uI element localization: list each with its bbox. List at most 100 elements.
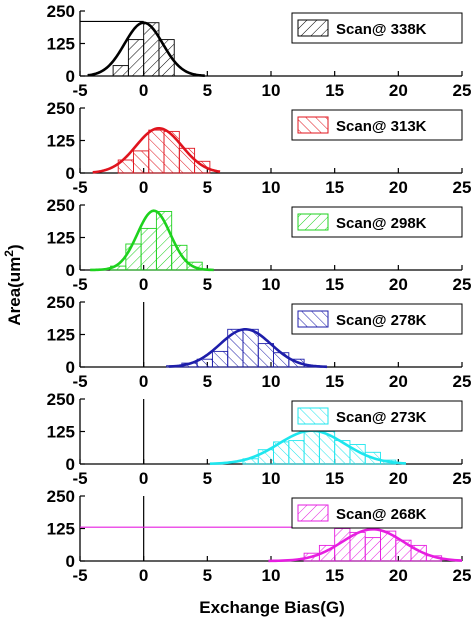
x-tick-label: 25 (453, 178, 472, 197)
histogram-bar (143, 22, 160, 77)
gaussian-fit-curve (90, 209, 214, 272)
histogram-bar (242, 328, 259, 368)
histogram-bar (364, 537, 381, 562)
x-tick-label: 5 (203, 469, 212, 488)
x-tick-label: 10 (262, 372, 281, 391)
y-tick-label: 125 (47, 229, 75, 248)
x-tick-label: 10 (262, 469, 281, 488)
legend: Scan@ 278K (291, 303, 463, 335)
y-tick-label: 0 (66, 552, 75, 571)
y-tick-label: 0 (66, 455, 75, 474)
gaussian-fit-curve (268, 527, 463, 563)
y-tick-label: 125 (47, 326, 75, 345)
x-tick-label: 5 (203, 178, 212, 197)
y-axis-title-base: Area(um (5, 257, 24, 326)
histogram-bar (140, 227, 157, 271)
y-axis-title-sup: 2 (2, 250, 16, 257)
x-tick-label: -5 (72, 469, 87, 488)
y-tick-label: 250 (47, 196, 75, 215)
legend-label: Scan@ 273K (336, 409, 427, 426)
x-tick-label: 0 (139, 566, 148, 585)
legend-swatch (297, 407, 329, 425)
legend-swatch (297, 116, 329, 134)
x-tick-label: 20 (389, 372, 408, 391)
x-tick-label: 15 (325, 566, 344, 585)
legend-swatch (297, 19, 329, 37)
x-tick-label: 10 (262, 178, 281, 197)
x-axis-title: Exchange Bias(G) (199, 598, 345, 617)
histogram-bar (395, 539, 412, 562)
histogram-bar (125, 243, 142, 271)
x-tick-label: 0 (139, 81, 148, 100)
x-tick-label: 15 (325, 469, 344, 488)
y-tick-label: 250 (47, 2, 75, 21)
histogram-bar (171, 244, 188, 271)
x-tick-label: 15 (325, 81, 344, 100)
legend: Scan@ 273K (291, 400, 463, 432)
y-tick-label: 250 (47, 99, 75, 118)
x-tick-label: 10 (262, 566, 281, 585)
y-tick-label: 0 (66, 67, 75, 86)
x-tick-label: 15 (325, 178, 344, 197)
y-tick-label: 250 (47, 293, 75, 312)
legend-label: Scan@ 298K (336, 215, 427, 232)
legend-label: Scan@ 313K (336, 118, 427, 135)
legend: Scan@ 338K (291, 12, 463, 44)
legend: Scan@ 298K (291, 206, 463, 238)
y-tick-label: 0 (66, 261, 75, 280)
histogram-bar (163, 130, 180, 174)
histogram-bar (211, 350, 229, 368)
y-tick-label: 125 (47, 520, 75, 539)
x-tick-label: 25 (453, 81, 472, 100)
histogram-bar (273, 352, 290, 368)
legend: Scan@ 313K (291, 109, 463, 141)
x-tick-label: -5 (72, 178, 87, 197)
x-tick-label: 5 (203, 372, 212, 391)
y-tick-label: 125 (47, 132, 75, 151)
y-tick-label: 125 (47, 423, 75, 442)
histogram-bar (288, 440, 305, 465)
histogram-bar (112, 65, 129, 77)
legend-swatch (297, 310, 329, 328)
x-tick-label: 25 (453, 566, 472, 585)
legend-label: Scan@ 268K (336, 506, 427, 523)
histogram-bar (257, 343, 274, 368)
legend-label: Scan@ 338K (336, 21, 427, 38)
x-tick-label: 0 (139, 178, 148, 197)
y-tick-label: 250 (47, 390, 75, 409)
x-tick-label: 10 (262, 275, 281, 294)
x-tick-label: 20 (389, 566, 408, 585)
x-tick-label: 25 (453, 372, 472, 391)
x-tick-label: 0 (139, 469, 148, 488)
x-tick-label: 15 (325, 275, 344, 294)
histogram-bar (127, 39, 145, 77)
x-tick-label: 15 (325, 372, 344, 391)
x-tick-label: 20 (389, 81, 408, 100)
y-tick-label: 0 (66, 358, 75, 377)
x-tick-label: 20 (389, 275, 408, 294)
y-tick-label: 0 (66, 164, 75, 183)
legend-box (291, 497, 463, 529)
histogram-bar (194, 160, 211, 174)
x-tick-label: 5 (203, 275, 212, 294)
gaussian-fit-curve (92, 126, 221, 174)
y-axis-title: Area(um2) (2, 244, 24, 325)
x-tick-label: -5 (72, 275, 87, 294)
x-tick-label: 5 (203, 566, 212, 585)
x-tick-label: 10 (262, 81, 281, 100)
y-tick-label: 250 (47, 487, 75, 506)
legend: Scan@ 268K (291, 497, 463, 529)
histogram-bar (303, 431, 320, 465)
x-tick-label: 25 (453, 275, 472, 294)
x-tick-label: -5 (72, 81, 87, 100)
histogram-bar (148, 129, 165, 174)
y-tick-label: 125 (47, 35, 75, 54)
legend-box (291, 400, 463, 432)
histogram-bar (158, 39, 175, 77)
